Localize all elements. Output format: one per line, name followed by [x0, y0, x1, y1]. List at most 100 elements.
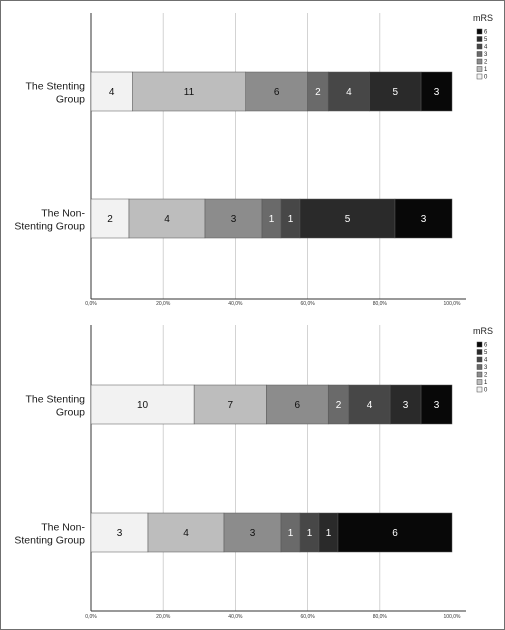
- x-tick-label: 60,0%: [301, 614, 316, 620]
- data-label: 11: [184, 87, 195, 98]
- legend-swatch: [476, 73, 483, 80]
- bar-segment: [204, 198, 263, 239]
- legend-label: 0: [484, 388, 488, 394]
- legend-swatch: [476, 356, 483, 363]
- category-label: The Non-: [41, 522, 85, 534]
- x-tick-label: 80,0%: [373, 301, 388, 307]
- legend-swatch: [476, 341, 483, 348]
- x-tick-label: 0,0%: [85, 614, 97, 620]
- data-label: 3: [403, 400, 409, 411]
- legend-swatch: [476, 364, 483, 370]
- bar-segment: [327, 71, 370, 112]
- legend-label: 3: [484, 365, 488, 371]
- category-label: The Stenting: [25, 81, 85, 93]
- legend-label: 1: [484, 67, 488, 73]
- bar-segment: [394, 198, 453, 239]
- data-label: 4: [367, 400, 373, 411]
- legend-label: 6: [484, 343, 488, 349]
- bar-segment: [90, 512, 149, 553]
- bar-segment: [223, 512, 282, 553]
- legend-swatch: [476, 36, 483, 42]
- bar-segment: [299, 198, 396, 239]
- bar-segment: [128, 198, 206, 239]
- legend-title: mRS: [473, 13, 493, 23]
- x-tick-label: 80,0%: [373, 614, 388, 620]
- bar-segment: [90, 71, 133, 112]
- bar-segment: [90, 384, 195, 425]
- bar-segment: [348, 384, 391, 425]
- legend-swatch: [476, 51, 483, 57]
- data-label: 6: [295, 400, 301, 411]
- category-label: Stenting Group: [14, 535, 85, 547]
- legend-label: 4: [484, 45, 488, 51]
- data-label: 1: [288, 528, 294, 539]
- category-label: The Non-: [41, 208, 85, 220]
- data-label: 2: [107, 214, 113, 225]
- chart-panel-1: 0,0% 20,0% 40,0% 60,0% 80,0% 100,0%4 11 6 2 4 5 3Th…: [14, 13, 493, 307]
- bar-segment: [389, 384, 422, 425]
- bar-segment: [266, 384, 329, 425]
- legend-label: 2: [484, 373, 488, 379]
- legend-swatch: [476, 386, 483, 393]
- x-tick-label: 100,0%: [444, 301, 462, 307]
- data-label: 4: [346, 87, 352, 98]
- bar-segment: [337, 512, 453, 553]
- data-label: 1: [307, 528, 313, 539]
- data-label: 6: [392, 528, 398, 539]
- legend-swatch: [476, 349, 483, 355]
- legend-label: 1: [484, 380, 488, 386]
- bar-segment: [420, 384, 453, 425]
- data-label: 4: [109, 87, 115, 98]
- data-label: 5: [392, 87, 398, 98]
- bar-segment: [369, 71, 422, 112]
- category-label: Stenting Group: [14, 221, 85, 233]
- legend-label: 6: [484, 30, 488, 36]
- data-label: 3: [250, 528, 256, 539]
- x-tick-label: 40,0%: [228, 301, 243, 307]
- bar-segment: [147, 512, 225, 553]
- category-label: Group: [56, 407, 85, 419]
- data-label: 10: [137, 400, 149, 411]
- x-tick-label: 100,0%: [444, 614, 462, 620]
- legend-label: 3: [484, 52, 488, 58]
- data-label: 2: [315, 87, 321, 98]
- legend-label: 5: [484, 350, 488, 356]
- legend-swatch: [476, 379, 483, 385]
- legend-label: 5: [484, 37, 488, 43]
- category-label: Group: [56, 94, 85, 106]
- x-tick-label: 0,0%: [85, 301, 97, 307]
- legend-label: 4: [484, 358, 488, 364]
- x-tick-label: 20,0%: [156, 301, 171, 307]
- bar-segment: [90, 198, 130, 239]
- data-label: 4: [164, 214, 170, 225]
- data-label: 1: [288, 214, 294, 225]
- data-label: 3: [117, 528, 123, 539]
- data-label: 5: [345, 214, 351, 225]
- x-tick-label: 40,0%: [228, 614, 243, 620]
- data-label: 6: [274, 87, 280, 98]
- data-label: 3: [421, 214, 427, 225]
- data-label: 3: [434, 400, 440, 411]
- x-tick-label: 60,0%: [301, 301, 316, 307]
- bar-segment: [420, 71, 453, 112]
- data-label: 3: [231, 214, 237, 225]
- legend-label: 0: [484, 75, 488, 81]
- data-label: 7: [227, 400, 233, 411]
- legend-swatch: [476, 371, 483, 378]
- data-label: 3: [434, 87, 440, 98]
- x-tick-label: 20,0%: [156, 614, 171, 620]
- legend-swatch: [476, 43, 483, 50]
- legend-title: mRS: [473, 326, 493, 336]
- bar-segment: [193, 384, 267, 425]
- chart-panel-2: 0,0% 20,0% 40,0% 60,0% 80,0% 100,0%10 7 6 2 4 3 3Th…: [14, 325, 493, 620]
- legend-swatch: [476, 28, 483, 35]
- data-label: 2: [336, 400, 342, 411]
- data-label: 1: [269, 214, 275, 225]
- legend-swatch: [476, 66, 483, 72]
- legend-swatch: [476, 58, 483, 65]
- legend-label: 2: [484, 60, 488, 66]
- data-label: 1: [326, 528, 332, 539]
- data-label: 4: [183, 528, 189, 539]
